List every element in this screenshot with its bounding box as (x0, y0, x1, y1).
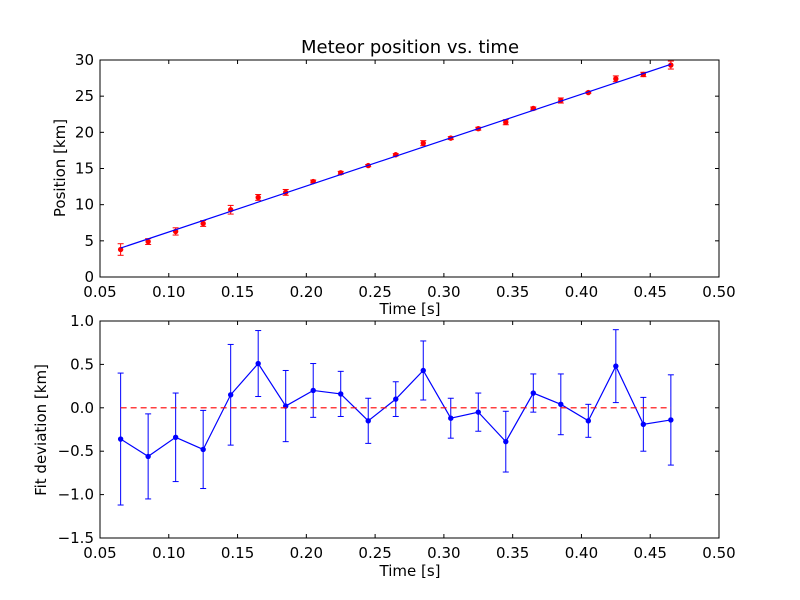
data-point (530, 390, 536, 396)
x-axis-label: Time [s] (379, 562, 441, 580)
x-tick-label: 0.15 (221, 283, 254, 301)
y-tick-label: 30 (75, 51, 94, 69)
y-tick-label: −0.5 (58, 442, 94, 460)
data-point (668, 417, 674, 423)
plot-frame (99, 320, 720, 539)
y-tick-label: −1.5 (58, 529, 94, 547)
x-tick-label: 0.15 (221, 544, 254, 562)
data-point (117, 246, 124, 253)
x-tick-label: 0.50 (702, 544, 735, 562)
x-tick-label: 0.05 (83, 544, 116, 562)
x-tick-label: 0.40 (565, 544, 598, 562)
y-axis-label: Fit deviation [km] (32, 364, 50, 496)
x-tick-label: 0.10 (152, 283, 185, 301)
y-tick-label: 10 (75, 196, 94, 214)
data-point (338, 391, 344, 397)
y-tick-label: 0 (84, 268, 94, 286)
data-point (310, 387, 316, 394)
x-tick-label: 0.35 (496, 544, 529, 562)
data-point (503, 119, 509, 125)
position-chart: Meteor position vs. time Time [s] Positi… (51, 37, 736, 318)
x-tick-label: 0.30 (427, 283, 460, 301)
y-tick-label: 15 (75, 160, 94, 178)
data-point (393, 396, 399, 402)
data-point (503, 438, 509, 445)
x-tick-label: 0.25 (358, 283, 391, 301)
data-point (227, 392, 234, 398)
y-tick-label: 5 (84, 232, 94, 250)
y-axis-label: Position [km] (51, 119, 69, 217)
data-point (420, 140, 426, 146)
data-point (475, 409, 481, 415)
data-point (613, 76, 619, 82)
x-tick-label: 0.30 (427, 544, 460, 562)
plot-area: 0.05 0.10 0.15 0.20 0.25 0.30 0.35 0.40 0.45 0.50… (75, 51, 736, 301)
x-tick-label: 0.20 (290, 544, 323, 562)
data-point (145, 453, 151, 460)
x-axis-label: Time [s] (379, 300, 441, 318)
data-point (255, 194, 261, 201)
plot-area: 0.05 0.10 0.15 0.20 0.25 0.30 0.35 0.40 0.45 0.50… (58, 312, 736, 562)
data-point (200, 220, 206, 227)
x-tick-label: 0.40 (565, 283, 598, 301)
data-point (365, 418, 371, 424)
y-tick-label: 0.5 (70, 355, 94, 373)
y-tick-label: −1.0 (58, 486, 94, 504)
data-point (255, 360, 261, 367)
x-tick-label: 0.45 (634, 544, 667, 562)
data-point (200, 446, 206, 453)
data-point (117, 436, 124, 442)
data-point (448, 415, 454, 421)
y-tick-label: 0.0 (70, 399, 94, 417)
data-point (613, 363, 619, 369)
plot-frame (99, 59, 720, 278)
x-tick-label: 0.45 (634, 283, 667, 301)
x-tick-label: 0.10 (152, 544, 185, 562)
x-tick-label: 0.25 (358, 544, 391, 562)
data-point (558, 401, 564, 408)
y-tick-label: 25 (75, 87, 94, 105)
fit-line (120, 63, 672, 249)
deviation-chart: Time [s] Fit deviation [km] 0.05 0.10 0.15… (32, 312, 736, 580)
data-point (172, 434, 179, 441)
data-point (585, 418, 592, 424)
x-tick-label: 0.50 (702, 283, 735, 301)
x-tick-label: 0.05 (83, 283, 116, 301)
data-point (640, 421, 647, 427)
x-tick-label: 0.35 (496, 283, 529, 301)
y-tick-label: 20 (75, 123, 94, 141)
data-point (420, 367, 426, 374)
chart-title: Meteor position vs. time (301, 37, 519, 58)
x-tick-label: 0.20 (290, 283, 323, 301)
y-tick-label: 1.0 (70, 312, 94, 330)
